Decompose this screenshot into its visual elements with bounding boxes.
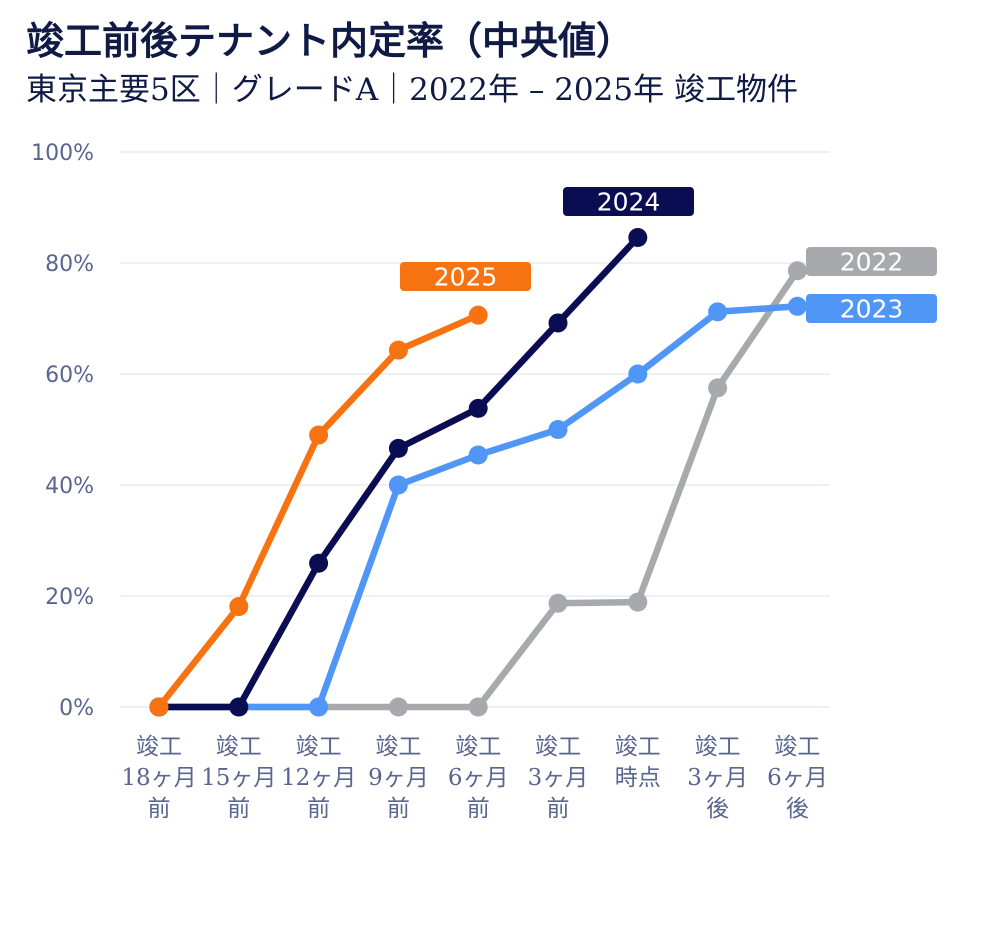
x-tick-label-line: 3ヶ月 [687, 765, 748, 791]
x-tick-label-line: 9ヶ月 [368, 765, 429, 791]
x-tick-label-line: 竣工 [216, 734, 262, 760]
series-label-2025: 2025 [400, 262, 531, 292]
data-point [309, 697, 329, 717]
data-point [708, 302, 728, 322]
data-point [309, 425, 329, 445]
data-point [787, 261, 807, 281]
series-label-badge [806, 294, 937, 323]
y-tick-label: 20% [45, 585, 94, 610]
data-point [149, 697, 169, 717]
series-label-2023: 2023 [806, 294, 937, 324]
data-point [787, 296, 807, 316]
series-label-text: 2022 [840, 248, 904, 277]
x-tick-label-line: 前 [148, 796, 171, 822]
data-point [708, 378, 728, 398]
data-point [468, 445, 488, 465]
series-2025 [149, 305, 488, 717]
data-point [548, 593, 568, 613]
series-2023 [149, 296, 807, 717]
data-point [388, 438, 408, 458]
x-tick-label-line: 竣工 [136, 734, 182, 760]
x-tick-label-line: 時点 [615, 765, 661, 791]
series-label-badge [563, 187, 694, 216]
series-label-badge [806, 247, 937, 276]
x-tick-label-line: 前 [547, 796, 570, 822]
series-line [155, 267, 801, 711]
series-label-text: 2025 [434, 263, 498, 292]
chart-subtitle: 東京主要5区｜グレードA｜2022年 – 2025年 竣工物件 [26, 72, 798, 108]
series-label-text: 2024 [597, 188, 661, 217]
series-line [155, 303, 801, 711]
x-tick-label-line: 竣工 [535, 734, 581, 760]
x-axis-ticks: 竣工18ヶ月前竣工15ヶ月前竣工12ヶ月前竣工9ヶ月前竣工6ヶ月前竣工3ヶ月前竣… [121, 734, 827, 822]
x-tick-label-line: 竣工 [455, 734, 501, 760]
x-tick-label-line: 竣工 [695, 734, 741, 760]
x-tick-label-line: 15ヶ月 [201, 765, 276, 791]
x-tick-label-line: 竣工 [375, 734, 421, 760]
x-tick-label-line: 18ヶ月 [121, 765, 196, 791]
data-point [628, 364, 648, 384]
series-line [155, 234, 642, 711]
data-point [628, 227, 648, 247]
series-2024 [149, 227, 648, 717]
series-labels: 2022 2023 2024 2025 [400, 187, 937, 324]
x-tick-label-line: 後 [706, 796, 729, 822]
x-tick-label-line: 6ヶ月 [448, 765, 509, 791]
x-tick-label-line: 前 [387, 796, 410, 822]
data-point [388, 697, 408, 717]
x-tick-label-line: 竣工 [615, 734, 661, 760]
y-axis-ticks: 0% 20% 40% 60% 80% 100% [31, 141, 94, 721]
y-tick-label: 0% [59, 696, 94, 721]
x-tick-label-line: 前 [467, 796, 490, 822]
data-point [468, 398, 488, 418]
series-label-badge [400, 262, 531, 291]
data-point [548, 420, 568, 439]
series-label-2022: 2022 [806, 247, 937, 277]
data-point [229, 597, 249, 617]
x-tick-label-line: 竣工 [296, 734, 342, 760]
y-tick-label: 100% [31, 141, 94, 166]
x-tick-label-line: 前 [227, 796, 250, 822]
x-tick-label-line: 後 [786, 796, 809, 822]
x-tick-label-line: 前 [307, 796, 330, 822]
data-point [628, 592, 648, 612]
data-point [468, 697, 488, 717]
y-tick-label: 60% [45, 363, 94, 388]
data-point [388, 340, 408, 360]
chart-title: 竣工前後テナント内定率（中央値） [26, 18, 635, 63]
x-tick-label-line: 竣工 [774, 734, 820, 760]
data-point [309, 553, 329, 573]
x-tick-label-line: 6ヶ月 [767, 765, 828, 791]
data-point [388, 475, 408, 495]
series-2022 [149, 261, 807, 717]
data-point [548, 313, 568, 333]
data-point [229, 697, 249, 717]
x-tick-label-line: 3ヶ月 [528, 765, 589, 791]
y-tick-label: 80% [45, 252, 94, 277]
series-layer [149, 227, 807, 717]
y-tick-label: 40% [45, 474, 94, 499]
series-label-text: 2023 [840, 295, 904, 324]
x-tick-label-line: 12ヶ月 [281, 765, 356, 791]
data-point [468, 305, 488, 325]
series-label-2024: 2024 [563, 187, 694, 217]
